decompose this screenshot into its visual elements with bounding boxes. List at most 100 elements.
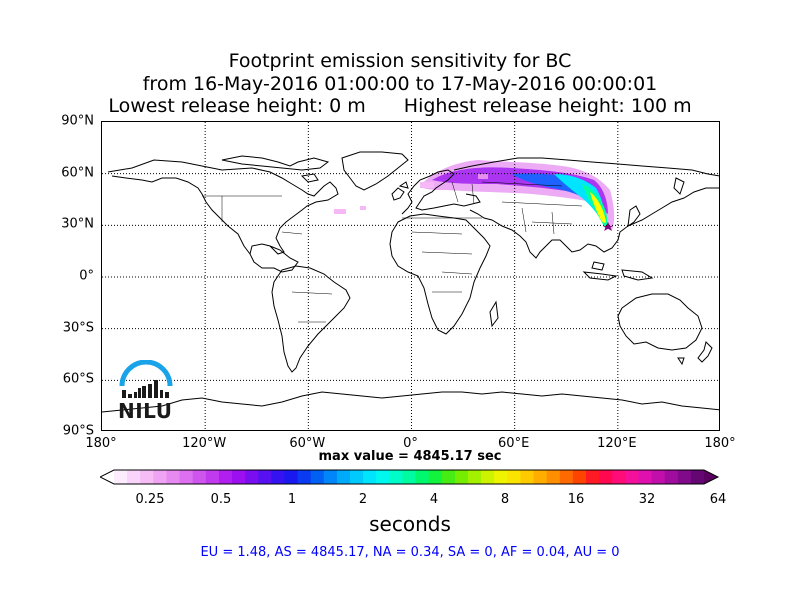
colorbar-cell xyxy=(376,470,390,484)
australia-coast xyxy=(617,293,703,366)
colorbar-cell xyxy=(494,470,508,484)
colorbar-cell xyxy=(441,470,456,484)
colorbar-cell xyxy=(127,470,141,484)
colorbar-cell xyxy=(232,470,246,484)
title-line-1: Footprint emission sensitivity for BC xyxy=(228,50,572,72)
latitude-label: 0° xyxy=(79,268,94,284)
longitude-label: 0° xyxy=(403,436,418,451)
colorbar-outline xyxy=(100,469,720,485)
colorbar-cell xyxy=(140,470,154,484)
colorbar-cell xyxy=(415,470,430,484)
country-borders xyxy=(202,181,583,323)
colorbar-cell xyxy=(507,470,521,484)
colorbar-cell xyxy=(481,470,495,484)
colorbar-tick-label: 4 xyxy=(429,492,439,507)
colorbar-cell xyxy=(218,470,233,484)
colorbar-cell xyxy=(612,470,626,484)
colorbar-cell xyxy=(245,470,259,484)
colorbar-tick-label: 64 xyxy=(709,492,727,507)
longitude-label: 120°W xyxy=(182,436,227,451)
asia-coast xyxy=(453,157,719,259)
colorbar xyxy=(100,469,720,485)
lowest-release-height: Lowest release height: 0 m xyxy=(108,95,366,117)
colorbar-cell xyxy=(114,470,128,484)
longitude-label: 60°W xyxy=(289,436,326,451)
map-canvas xyxy=(102,122,719,430)
colorbar-cell xyxy=(586,470,600,484)
colorbar-units-label: seconds xyxy=(369,512,451,536)
title-line-3: Lowest release height: 0 m Highest releas… xyxy=(0,95,800,117)
colorbar-cell xyxy=(271,470,285,484)
plume-patch-3 xyxy=(360,206,366,210)
latitude-label: 60°S xyxy=(62,371,94,387)
colorbar-cell xyxy=(258,470,272,484)
colorbar-cell xyxy=(402,470,417,484)
logo-arc xyxy=(119,360,173,387)
latitude-label: 90°N xyxy=(61,113,94,129)
colorbar-cell xyxy=(166,470,181,484)
latitude-label: 90°S xyxy=(62,423,94,439)
max-value-label: max value = 4845.17 sec xyxy=(318,449,502,464)
plume-yellow-layer xyxy=(590,192,606,223)
plume-cyan-layer xyxy=(554,174,605,222)
plume-patch-2 xyxy=(334,209,346,214)
africa-coast xyxy=(389,213,499,335)
plume-patch-4 xyxy=(478,174,488,179)
colorbar-tick-label: 16 xyxy=(567,492,585,507)
north-america-coast xyxy=(107,159,339,273)
colorbar-tick-label: 0.25 xyxy=(135,492,165,507)
colorbar-cell xyxy=(664,470,679,484)
logo-skyline xyxy=(122,380,169,398)
colorbar-cell xyxy=(468,470,482,484)
colorbar-cell xyxy=(546,470,561,484)
colorbar-cell xyxy=(350,470,364,484)
colorbar-over-arrow xyxy=(704,470,718,484)
colorbar-cell xyxy=(572,470,587,484)
arctic-islands xyxy=(221,155,330,183)
colorbar-cells xyxy=(100,470,718,484)
colorbar-cell xyxy=(690,470,705,484)
colorbar-cell xyxy=(284,470,299,484)
colorbar-cell xyxy=(638,470,653,484)
colorbar-cell xyxy=(599,470,613,484)
colorbar-cell xyxy=(533,470,548,484)
colorbar-tick-label: 2 xyxy=(358,492,368,507)
europe-coast xyxy=(391,169,481,215)
plume-patch-1 xyxy=(420,182,434,188)
colorbar-cell xyxy=(179,470,194,484)
new-zealand-coast xyxy=(697,341,713,363)
world-map xyxy=(101,121,720,431)
colorbar-tick-label: 0.5 xyxy=(210,492,232,507)
colorbar-cell xyxy=(428,470,443,484)
graticule xyxy=(102,122,719,430)
colorbar-cell xyxy=(651,470,666,484)
east-asia-islands xyxy=(627,177,685,228)
release-site-marker xyxy=(603,222,613,231)
colorbar-cell xyxy=(559,470,574,484)
longitude-label: 180° xyxy=(704,436,736,451)
colorbar-cell xyxy=(192,470,207,484)
greenland-coast xyxy=(341,151,409,191)
latitude-label: 30°S xyxy=(62,320,94,336)
title-line-2: from 16-May-2016 01:00:00 to 17-May-2016… xyxy=(142,73,658,95)
longitude-label: 180° xyxy=(85,436,117,451)
south-america-coast xyxy=(271,265,351,373)
colorbar-cell xyxy=(153,470,167,484)
regional-totals: EU = 1.48, AS = 4845.17, NA = 0.34, SA =… xyxy=(200,545,620,560)
nilu-logo xyxy=(119,360,173,398)
colorbar-cell xyxy=(363,470,377,484)
logo-text: NILU xyxy=(118,399,173,423)
colorbar-cell xyxy=(677,470,692,484)
colorbar-cell xyxy=(520,470,535,484)
colorbar-cell xyxy=(323,470,338,484)
colorbar-cell xyxy=(297,470,312,484)
colorbar-cell xyxy=(205,470,220,484)
highest-release-height: Highest release height: 100 m xyxy=(403,95,692,117)
latitude-label: 30°N xyxy=(61,216,94,232)
latitude-label: 60°N xyxy=(61,165,94,181)
colorbar-tick-label: 8 xyxy=(500,492,510,507)
colorbar-cell xyxy=(625,470,639,484)
colorbar-cell xyxy=(454,470,469,484)
colorbar-cell xyxy=(389,470,403,484)
colorbar-tick-label: 1 xyxy=(287,492,297,507)
